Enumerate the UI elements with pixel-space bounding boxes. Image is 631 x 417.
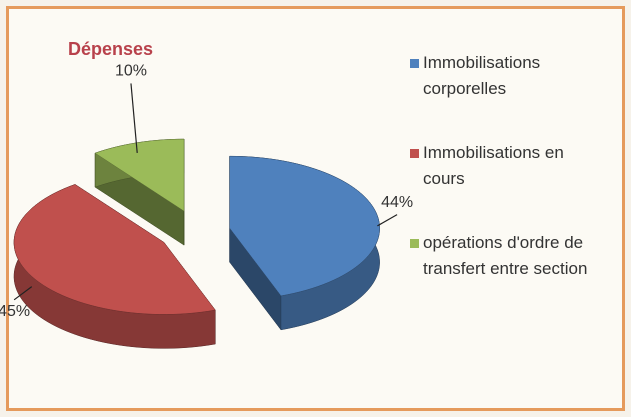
- legend-item: opérations d'ordre de transfert entre se…: [410, 230, 610, 282]
- chart-title: Dépenses: [68, 39, 153, 59]
- data-label: 44%: [381, 194, 413, 211]
- leader-line: [377, 214, 398, 227]
- legend-swatch: [410, 59, 419, 68]
- legend-item: Immobilisations en cours: [410, 140, 610, 192]
- leader-line: [13, 286, 33, 301]
- leader-line: [130, 83, 138, 153]
- legend-item: Immobilisations corporelles: [410, 50, 610, 102]
- legend: Immobilisations corporelles Immobilisatio…: [410, 50, 610, 320]
- legend-label: opérations d'ordre de transfert entre se…: [423, 233, 588, 278]
- legend-label: Immobilisations corporelles: [423, 53, 541, 98]
- data-label: 45%: [0, 303, 30, 320]
- legend-swatch: [410, 149, 419, 158]
- slice: [229, 155, 380, 297]
- slice: [94, 138, 185, 212]
- slice: [13, 184, 216, 315]
- legend-swatch: [410, 239, 419, 248]
- data-label: 10%: [115, 63, 147, 80]
- legend-label: Immobilisations en cours: [423, 143, 564, 188]
